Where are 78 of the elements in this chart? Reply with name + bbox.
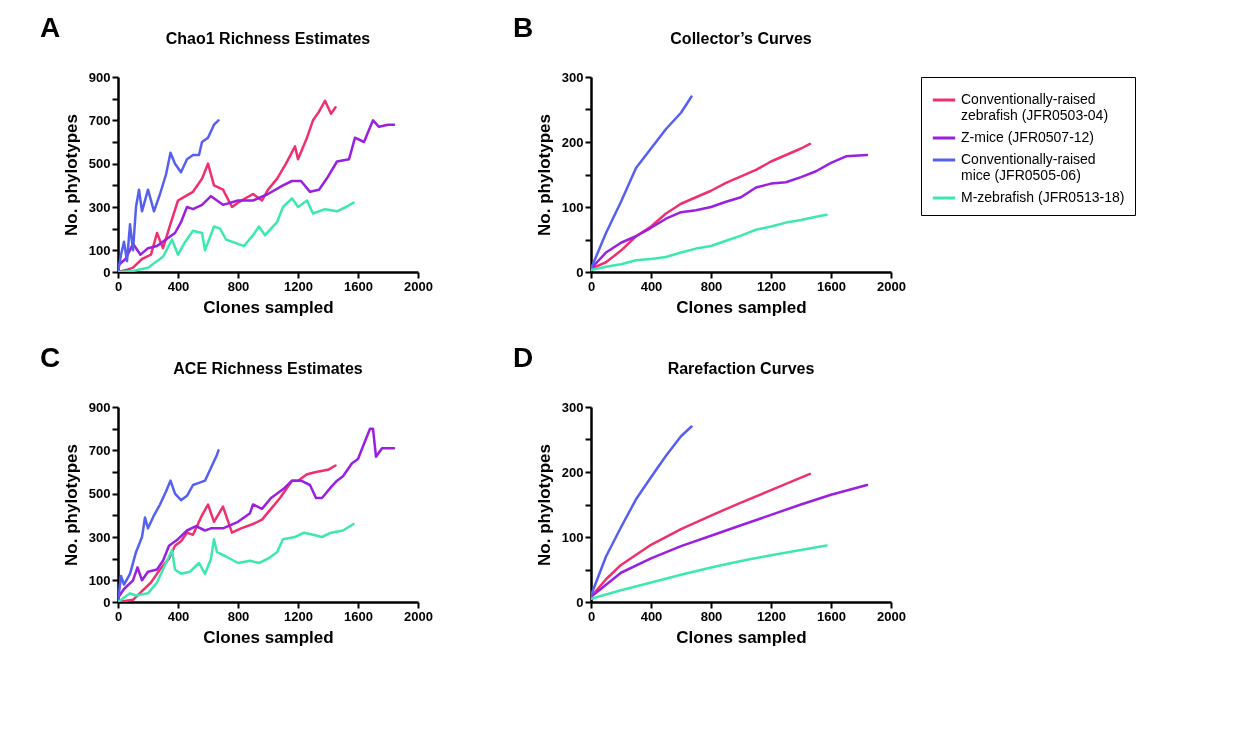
- chart-title: Chao1 Richness Estimates: [165, 30, 371, 47]
- y-tick-label: 700: [88, 442, 111, 458]
- y-tick-label: 100: [561, 529, 584, 545]
- chart-title: ACE Richness Estimates: [173, 360, 363, 377]
- line-series: [118, 427, 396, 599]
- line-series: [118, 119, 220, 272]
- y-tick-label: 900: [88, 69, 111, 85]
- line-series: [591, 213, 828, 272]
- chart-title: Rarefaction Curves: [667, 360, 815, 377]
- y-tick-label: 200: [561, 464, 584, 480]
- legend-label: Z-mice (JFR0507-12): [961, 129, 1095, 145]
- chart-title: Collector’s Curves: [670, 30, 812, 47]
- line-series: [118, 522, 355, 602]
- x-tick-label: 800: [700, 608, 723, 624]
- y-tick-label: 100: [561, 199, 584, 215]
- x-tick-label: 1600: [344, 278, 373, 294]
- y-tick-label: 900: [88, 399, 111, 415]
- y-tick-label: 100: [88, 242, 111, 258]
- y-tick-label: 700: [88, 112, 111, 128]
- x-axis-title: Clones sampled: [203, 627, 334, 647]
- x-tick-label: 2000: [404, 278, 433, 294]
- y-axis-title: No. phylotypes: [61, 444, 81, 566]
- y-tick-label: 0: [576, 264, 584, 280]
- text: B: [513, 12, 534, 43]
- y-tick-label: 300: [88, 199, 111, 215]
- legend-label: M-zebrafish (JFR0513-18): [961, 189, 1125, 205]
- legend-label: Conventionally-raised zebrafish (JFR0503-04): [961, 91, 1109, 123]
- text: C: [40, 342, 61, 373]
- line-series: [118, 119, 396, 267]
- x-tick-label: 1200: [284, 278, 313, 294]
- y-tick-label: 0: [576, 594, 584, 610]
- x-tick-label: 0: [587, 278, 596, 294]
- text: D: [513, 342, 534, 373]
- x-tick-label: 1200: [284, 608, 313, 624]
- y-tick-label: 200: [561, 134, 584, 150]
- y-axis-title: No. phylotypes: [534, 444, 554, 566]
- y-tick-label: 500: [88, 486, 111, 502]
- line-series: [591, 95, 693, 270]
- y-tick-label: 100: [88, 572, 111, 588]
- line-series: [118, 197, 355, 272]
- y-tick-label: 300: [88, 529, 111, 545]
- y-tick-label: 300: [561, 69, 584, 85]
- y-axis-title: No. phylotypes: [61, 114, 81, 236]
- x-tick-label: 0: [114, 278, 123, 294]
- x-tick-label: 0: [114, 608, 123, 624]
- x-tick-label: 1600: [344, 608, 373, 624]
- line-series: [591, 425, 693, 597]
- x-tick-label: 1600: [817, 278, 846, 294]
- x-tick-label: 1600: [817, 608, 846, 624]
- x-tick-label: 1200: [757, 608, 786, 624]
- x-tick-label: 400: [167, 278, 190, 294]
- y-tick-label: 0: [103, 264, 111, 280]
- x-tick-label: 400: [640, 608, 663, 624]
- y-axis-title: No. phylotypes: [534, 114, 554, 236]
- y-tick-label: 500: [88, 156, 111, 172]
- line-series: [118, 99, 337, 272]
- x-axis-title: Clones sampled: [676, 627, 807, 647]
- x-axis-title: Clones sampled: [203, 297, 334, 317]
- x-tick-label: 400: [167, 608, 190, 624]
- line-series: [591, 483, 869, 599]
- x-tick-label: 400: [640, 278, 663, 294]
- line-series: [591, 544, 828, 600]
- line-series: [591, 142, 812, 270]
- x-tick-label: 2000: [404, 608, 433, 624]
- x-tick-label: 800: [227, 608, 250, 624]
- legend-label: Conventionally-raised mice (JFR0505-06): [961, 151, 1096, 183]
- line-series: [118, 449, 220, 602]
- text: A: [40, 12, 61, 43]
- x-tick-label: 800: [700, 278, 723, 294]
- x-tick-label: 800: [227, 278, 250, 294]
- line-series: [591, 153, 869, 270]
- x-tick-label: 2000: [877, 278, 906, 294]
- x-tick-label: 2000: [877, 608, 906, 624]
- y-tick-label: 0: [103, 594, 111, 610]
- x-tick-label: 1200: [757, 278, 786, 294]
- y-tick-label: 300: [561, 399, 584, 415]
- x-axis-title: Clones sampled: [676, 297, 807, 317]
- x-tick-label: 0: [587, 608, 596, 624]
